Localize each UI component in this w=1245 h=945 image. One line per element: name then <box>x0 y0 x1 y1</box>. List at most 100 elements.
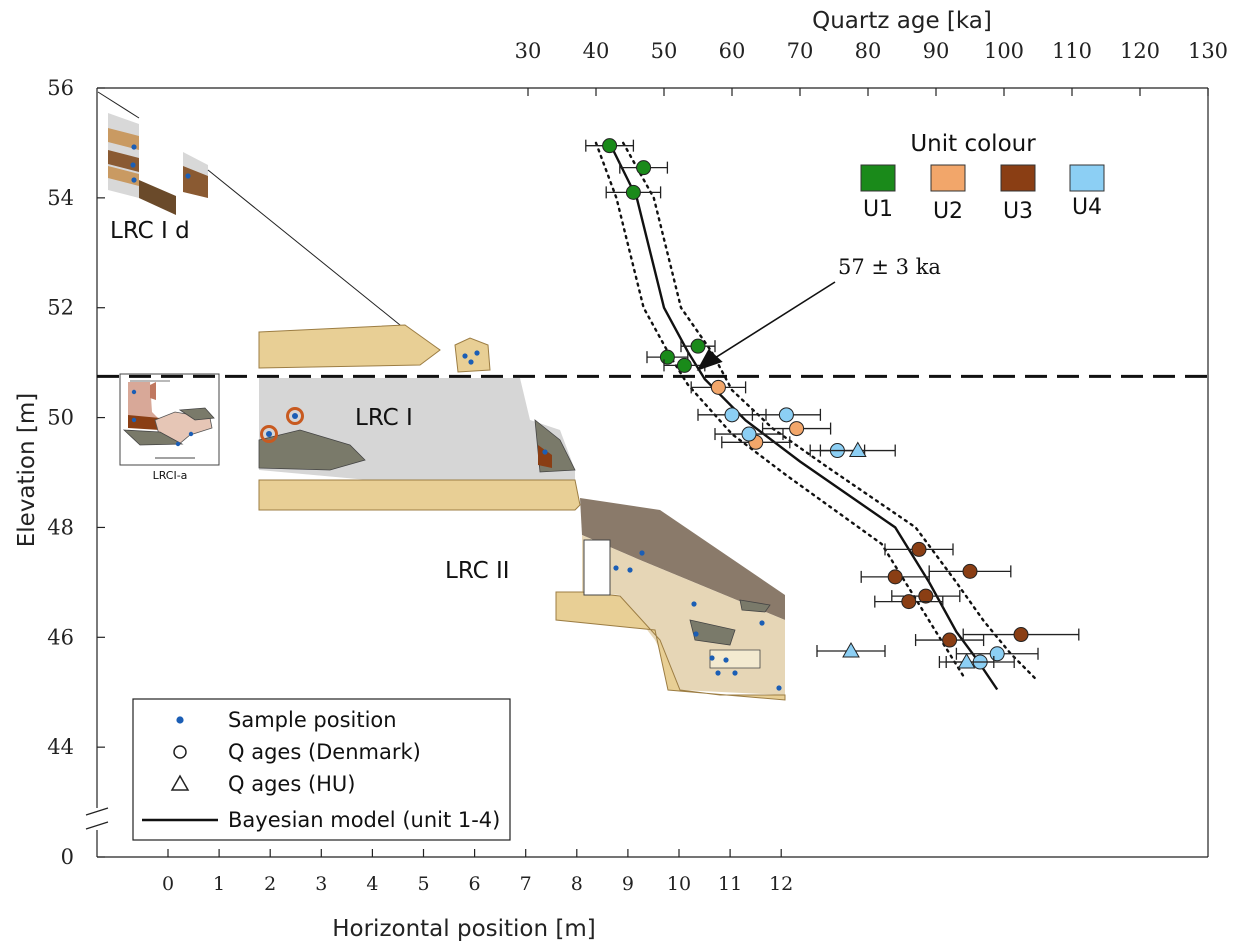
point-marker-circle <box>918 588 934 604</box>
legend-marker-sample-position <box>176 716 184 724</box>
site-label-lrc-i: LRC I <box>355 405 413 431</box>
data-point <box>751 407 822 423</box>
lrc-i-d-section <box>97 91 441 351</box>
left-tick-label: 46 <box>47 625 74 649</box>
bayesian-model-median-line <box>608 142 999 691</box>
unit-label-u3: U3 <box>1003 199 1033 224</box>
unit-colour-legend: Unit colour U1 U2 U3 U4 <box>860 131 1105 224</box>
data-point <box>605 184 662 200</box>
point-marker-circle <box>636 160 652 176</box>
data-point <box>962 627 1080 643</box>
bottom-tick-label: 2 <box>264 873 276 895</box>
point-marker-circle <box>602 138 618 154</box>
top-tick-label: 60 <box>719 39 746 63</box>
data-point <box>690 379 747 395</box>
bottom-tick-label: 4 <box>366 873 378 895</box>
point-marker-circle <box>676 357 692 373</box>
point-marker-circle <box>1013 627 1029 643</box>
site-illustrations <box>97 91 786 701</box>
bottom-tick-label: 6 <box>469 873 481 895</box>
left-tick-label: 48 <box>47 515 74 539</box>
legend-label-bayesian-model: Bayesian model (unit 1-4) <box>228 808 500 832</box>
data-point <box>891 588 961 604</box>
unit-swatch-u1 <box>860 164 896 192</box>
data-point <box>585 138 635 154</box>
top-tick-label: 90 <box>923 39 950 63</box>
bottom-tick-label: 3 <box>315 873 327 895</box>
point-marker-circle <box>690 338 706 354</box>
point-marker-circle <box>625 184 641 200</box>
unit-label-u4: U4 <box>1072 195 1102 220</box>
top-tick-label: 70 <box>787 39 814 63</box>
legend-label-q-ages-hu: Q ages (HU) <box>228 772 356 796</box>
left-tick-label: 0 <box>61 845 74 869</box>
legend-label-q-ages-denmark: Q ages (Denmark) <box>228 740 421 764</box>
data-point <box>860 569 930 585</box>
bottom-tick-label: 10 <box>667 873 691 895</box>
top-tick-label: 50 <box>651 39 678 63</box>
data-point <box>663 357 706 373</box>
point-marker-circle <box>724 407 740 423</box>
data-point <box>819 441 896 458</box>
site-label-lrc-ii: LRC II <box>445 558 510 584</box>
top-tick-label: 80 <box>855 39 882 63</box>
top-tick-label: 120 <box>1120 39 1160 63</box>
bottom-tick-label: 0 <box>162 873 174 895</box>
point-marker-circle <box>942 632 958 648</box>
data-point <box>721 434 791 450</box>
point-marker-circle <box>789 421 805 437</box>
legend-marker-q-ages-hu <box>170 774 190 791</box>
left-axis-ticks: 56 54 52 50 48 46 44 0 <box>47 76 105 869</box>
point-marker-triangle <box>848 441 867 458</box>
unit-label-u1: U1 <box>863 197 893 222</box>
plot-frame <box>85 87 1209 858</box>
left-tick-label: 52 <box>47 296 74 320</box>
marker-legend: Sample position Q ages (Denmark) Q ages … <box>132 698 511 841</box>
data-point <box>680 338 716 354</box>
site-label-lrci-a: LRCI-a <box>153 469 188 482</box>
point-marker-circle <box>962 563 978 579</box>
data-point <box>619 160 669 176</box>
lrc-i-section <box>258 324 581 511</box>
data-point <box>714 426 784 442</box>
top-tick-label: 40 <box>583 39 610 63</box>
legend-label-sample-position: Sample position <box>228 708 397 732</box>
bottom-tick-label: 12 <box>769 873 793 895</box>
point-marker-circle <box>778 407 794 423</box>
annotation-label: 57 ± 3 ka <box>838 255 941 279</box>
bayesian-model-upper-bound <box>622 141 1040 683</box>
point-marker-circle <box>659 349 675 365</box>
point-marker-circle <box>901 594 917 610</box>
bottom-tick-label: 8 <box>571 873 583 895</box>
top-tick-label: 110 <box>1052 39 1092 63</box>
left-tick-label: 44 <box>47 735 74 759</box>
bottom-tick-label: 5 <box>417 873 429 895</box>
lrci-a-inset <box>119 373 220 466</box>
top-tick-label: 30 <box>515 39 542 63</box>
bottom-tick-label: 7 <box>520 873 532 895</box>
left-tick-label: 54 <box>47 186 74 210</box>
top-axis-ticks: 30405060708090100110120130140 <box>515 39 1228 96</box>
bottom-tick-label: 11 <box>718 873 742 895</box>
annotation-arrow-head <box>696 348 723 371</box>
data-point <box>816 642 886 658</box>
unit-swatch-u2 <box>930 164 966 192</box>
unit-swatch-u4 <box>1069 164 1105 192</box>
point-marker-circle <box>887 569 903 585</box>
bottom-axis-ticks: 0 1 2 3 4 5 6 7 8 9 10 11 12 <box>162 849 793 895</box>
axis-break-mark-2 <box>85 821 109 830</box>
point-marker-circle <box>710 379 726 395</box>
bottom-axis-title: Horizontal position [m] <box>332 916 596 942</box>
bottom-tick-label: 9 <box>622 873 634 895</box>
lrc-ii-section <box>555 498 786 701</box>
point-marker-circle <box>911 541 927 557</box>
axis-break-mark-1 <box>85 807 109 816</box>
top-tick-label: 100 <box>984 39 1024 63</box>
bottom-tick-label: 1 <box>213 873 225 895</box>
data-point <box>938 653 995 669</box>
unit-swatch-u3 <box>1000 164 1036 192</box>
top-axis-title: Quartz age [ka] <box>812 8 992 34</box>
unit-label-u2: U2 <box>933 199 963 224</box>
data-point <box>884 541 954 557</box>
